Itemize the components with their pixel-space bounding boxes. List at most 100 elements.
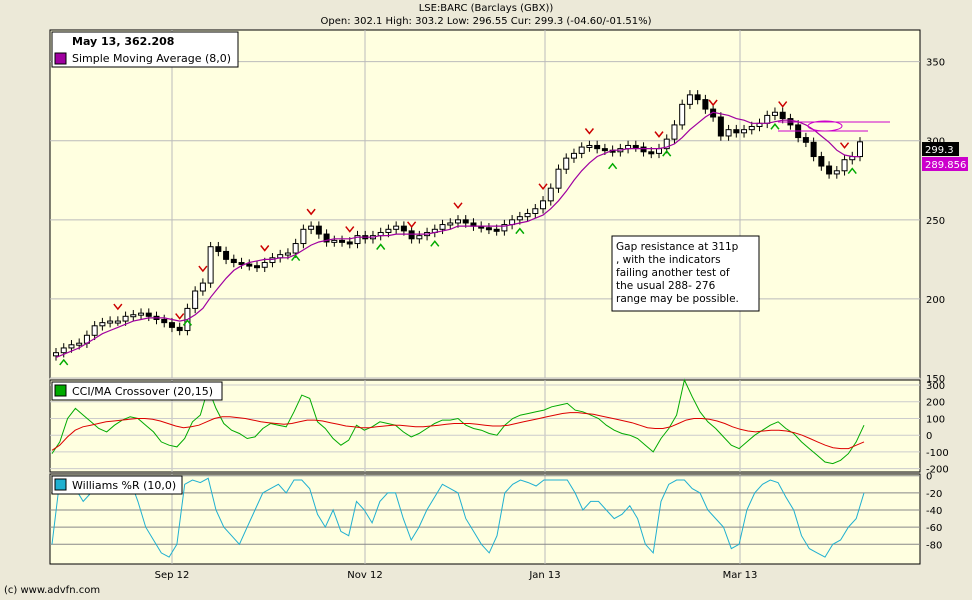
candle-body xyxy=(601,148,608,152)
legend-series-label: Simple Moving Average (8,0) xyxy=(72,52,231,65)
annotation-box xyxy=(611,235,760,312)
candle-body xyxy=(702,99,709,110)
buy-marker xyxy=(59,358,69,366)
candle-body xyxy=(455,219,461,224)
candle-body xyxy=(192,290,199,309)
y-tick-label: 300 xyxy=(926,381,945,392)
candle-body xyxy=(300,228,307,245)
candle-body xyxy=(679,103,686,126)
sell-marker xyxy=(260,245,270,252)
indicator-legend-box xyxy=(51,475,183,495)
y-tick-label: 350 xyxy=(926,58,945,69)
y-tick-label: -60 xyxy=(926,523,942,534)
annotation-line: Gap resistance at 311p xyxy=(616,241,739,253)
candle-body xyxy=(818,156,825,167)
y-tick-label: 0 xyxy=(926,472,932,483)
buy-marker xyxy=(608,162,618,170)
candle-body xyxy=(686,94,693,105)
sell-marker xyxy=(538,183,548,191)
quote-line: Open: 302.1 High: 303.2 Low: 296.55 Cur:… xyxy=(320,16,652,27)
candle-body xyxy=(408,230,415,240)
sell-marker xyxy=(175,313,185,320)
candle-body xyxy=(130,314,137,318)
indicator-legend-label: CCI/MA Crossover (20,15) xyxy=(72,385,213,398)
candle-body xyxy=(640,146,647,153)
y-tick-label: 200 xyxy=(926,398,945,409)
candle-body xyxy=(717,116,724,137)
candle-body xyxy=(354,235,361,245)
candle-body xyxy=(447,222,454,226)
y-tick-label: 250 xyxy=(926,216,945,227)
price-label-bg xyxy=(922,142,959,156)
sell-marker xyxy=(708,99,718,107)
willr-line-0 xyxy=(51,477,865,558)
candle-body xyxy=(485,227,492,231)
candle-body xyxy=(694,94,701,101)
sma-label: 289.856 xyxy=(925,160,966,171)
candle-body xyxy=(107,320,114,324)
sell-marker xyxy=(778,101,788,108)
candle-body xyxy=(161,318,168,324)
y-tick-label: -40 xyxy=(926,506,942,517)
legend-date-value: May 13, 362.208 xyxy=(72,35,174,48)
sell-marker xyxy=(839,142,850,149)
sell-marker xyxy=(113,303,123,311)
annotation-line: range may be possible. xyxy=(616,293,739,305)
y-tick-label: 200 xyxy=(926,295,945,306)
candle-body xyxy=(663,138,670,150)
candle-body xyxy=(725,129,732,137)
x-tick-label: Sep 12 xyxy=(155,570,190,581)
candle-body xyxy=(122,315,129,322)
candle-body xyxy=(586,144,593,148)
candle-body xyxy=(540,200,547,210)
y-tick-label: 100 xyxy=(926,414,945,425)
buy-marker xyxy=(430,240,440,247)
candle-body xyxy=(261,262,268,268)
sell-marker xyxy=(306,208,316,216)
candle-body xyxy=(764,114,771,124)
buy-marker xyxy=(515,227,525,235)
gap-ellipse xyxy=(807,120,843,132)
candle-body xyxy=(230,258,237,264)
indicator-legend-label: Williams %R (10,0) xyxy=(72,479,176,492)
candle-body xyxy=(223,250,230,260)
candle-body xyxy=(331,239,338,243)
candle-body xyxy=(138,312,145,316)
candle-body xyxy=(339,239,346,243)
candle-body xyxy=(346,241,353,245)
candle-body xyxy=(826,165,833,175)
x-tick-label: Mar 13 xyxy=(723,570,758,581)
y-tick-label: -20 xyxy=(926,489,942,500)
sell-marker xyxy=(654,131,664,138)
annotation-line: failing another test of xyxy=(616,267,730,279)
candle-body xyxy=(199,282,206,292)
candle-body xyxy=(779,111,786,120)
candle-body xyxy=(493,228,500,232)
candle-body xyxy=(594,144,601,150)
candle-body xyxy=(547,187,554,202)
sell-marker xyxy=(198,265,208,273)
candle-body xyxy=(578,146,585,154)
price-label: 299.3 xyxy=(925,145,954,156)
candle-body xyxy=(99,322,106,327)
sell-marker xyxy=(584,128,595,135)
candle-body xyxy=(315,225,322,235)
indicator-legend-swatch xyxy=(54,478,67,491)
candle-body xyxy=(215,246,222,252)
candle-body xyxy=(308,225,315,230)
chart-title: LSE:BARC (Barclays (GBX)) xyxy=(418,3,554,14)
x-tick-label: Nov 12 xyxy=(347,570,382,581)
candle-body xyxy=(802,137,809,143)
y-tick-label: -100 xyxy=(926,448,949,459)
candle-body xyxy=(292,243,299,254)
candle-body xyxy=(857,141,863,158)
candle-body xyxy=(810,141,817,158)
candle-body xyxy=(555,168,562,189)
candle-body xyxy=(632,144,639,148)
candle-body xyxy=(269,257,276,264)
candle-body xyxy=(176,326,183,332)
candle-body xyxy=(393,225,400,230)
candle-body xyxy=(501,224,508,232)
legend-swatch xyxy=(54,52,67,65)
